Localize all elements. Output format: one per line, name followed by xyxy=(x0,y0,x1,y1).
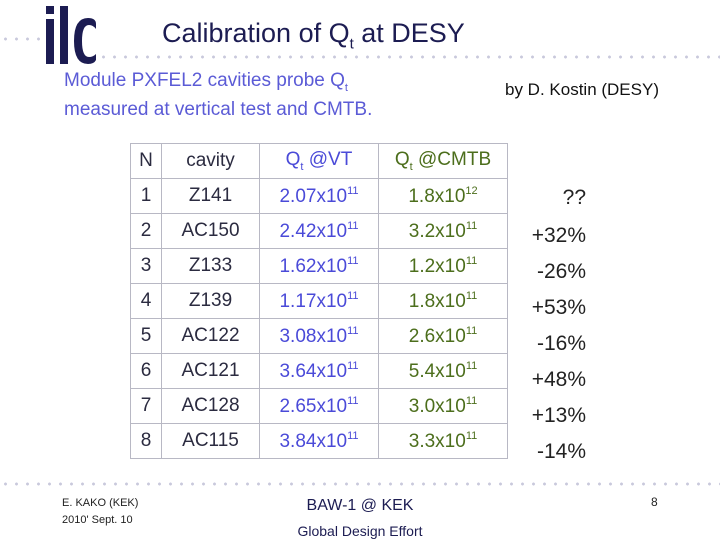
cell-qt-vt: 1.62x1011 xyxy=(259,248,379,284)
table-row: 6 AC121 3.64x1011 5.4x1011 xyxy=(130,353,508,389)
header-n: N xyxy=(130,143,162,179)
change-value: -26% xyxy=(536,260,586,283)
cell-qt-cmtb: 3.3x1011 xyxy=(378,423,508,459)
qt-calibration-table: N cavity Qt @VT Qt @CMTB 1 Z141 2.07x101… xyxy=(130,143,508,459)
table-row: 4 Z139 1.17x1011 1.8x1011 xyxy=(130,283,508,319)
table-row: 8 AC115 3.84x1011 3.3x1011 xyxy=(130,423,508,459)
table-row: 2 AC150 2.42x1011 3.2x1011 xyxy=(130,213,508,249)
cell-qt-vt: 2.07x1011 xyxy=(259,178,379,214)
cell-n: 3 xyxy=(130,248,162,284)
change-value: +13% xyxy=(531,404,586,427)
table-header-row: N cavity Qt @VT Qt @CMTB xyxy=(130,143,508,179)
page-number: 8 xyxy=(651,495,658,509)
cell-qt-cmtb: 1.8x1012 xyxy=(378,178,508,214)
slide-title: Calibration of Qt at DESY xyxy=(162,18,465,53)
cell-qt-cmtb: 3.2x1011 xyxy=(378,213,508,249)
presenter-name: E. KAKO (KEK) xyxy=(62,497,139,509)
organization-name: Global Design Effort xyxy=(297,523,423,539)
change-value: +48% xyxy=(531,368,586,391)
change-value: +32% xyxy=(531,224,586,247)
cell-n: 6 xyxy=(130,353,162,389)
change-value: -16% xyxy=(536,332,586,355)
cell-cavity: Z133 xyxy=(161,248,260,284)
cell-qt-cmtb: 1.8x1011 xyxy=(378,283,508,319)
footer-event: BAW-1 @ KEK Global Design Effort xyxy=(0,497,720,539)
header-qt-vt: Qt @VT xyxy=(259,143,379,179)
ilc-logo xyxy=(46,6,96,64)
header-qt-cmtb: Qt @CMTB xyxy=(378,143,508,179)
change-value: +53% xyxy=(531,296,586,319)
cell-n: 2 xyxy=(130,213,162,249)
cell-cavity: Z139 xyxy=(161,283,260,319)
change-value: -14% xyxy=(536,440,586,463)
cell-n: 4 xyxy=(130,283,162,319)
cell-cavity: AC115 xyxy=(161,423,260,459)
cell-qt-vt: 1.17x1011 xyxy=(259,283,379,319)
author-credit: by D. Kostin (DESY) xyxy=(505,80,659,99)
footer-presenter: E. KAKO (KEK) 2010' Sept. 10 xyxy=(62,495,138,529)
cell-qt-vt: 2.65x1011 xyxy=(259,388,379,424)
table-row: 5 AC122 3.08x1011 2.6x1011 xyxy=(130,318,508,354)
table-row: 3 Z133 1.62x1011 1.2x1011 xyxy=(130,248,508,284)
table-caption: Module PXFEL2 cavities probe Qt measured… xyxy=(64,70,372,121)
presentation-date: 2010' Sept. 10 xyxy=(62,514,133,526)
cell-cavity: AC150 xyxy=(161,213,260,249)
cell-qt-vt: 3.84x1011 xyxy=(259,423,379,459)
cell-qt-vt: 2.42x1011 xyxy=(259,213,379,249)
cell-qt-vt: 3.08x1011 xyxy=(259,318,379,354)
cell-qt-cmtb: 3.0x1011 xyxy=(378,388,508,424)
top-dotted-rule-right xyxy=(98,55,720,59)
bottom-dotted-rule xyxy=(0,482,720,486)
cell-cavity: AC122 xyxy=(161,318,260,354)
cell-n: 1 xyxy=(130,178,162,214)
cell-cavity: AC128 xyxy=(161,388,260,424)
cell-qt-cmtb: 2.6x1011 xyxy=(378,318,508,354)
caption-line-2: measured at vertical test and CMTB. xyxy=(64,98,373,120)
event-name: BAW-1 @ KEK xyxy=(306,497,414,514)
table-row: 1 Z141 2.07x1011 1.8x1012 xyxy=(130,178,508,214)
cell-n: 7 xyxy=(130,388,162,424)
cell-qt-cmtb: 5.4x1011 xyxy=(378,353,508,389)
top-dotted-rule-left xyxy=(0,37,44,41)
cell-cavity: AC121 xyxy=(161,353,260,389)
cell-qt-vt: 3.64x1011 xyxy=(259,353,379,389)
header-cavity: cavity xyxy=(161,143,260,179)
cell-cavity: Z141 xyxy=(161,178,260,214)
table-row: 7 AC128 2.65x1011 3.0x1011 xyxy=(130,388,508,424)
cell-qt-cmtb: 1.2x1011 xyxy=(378,248,508,284)
change-value: ?? xyxy=(562,186,586,209)
cell-n: 8 xyxy=(130,423,162,459)
cell-n: 5 xyxy=(130,318,162,354)
caption-line-1: Module PXFEL2 cavities probe Qt xyxy=(64,70,348,94)
